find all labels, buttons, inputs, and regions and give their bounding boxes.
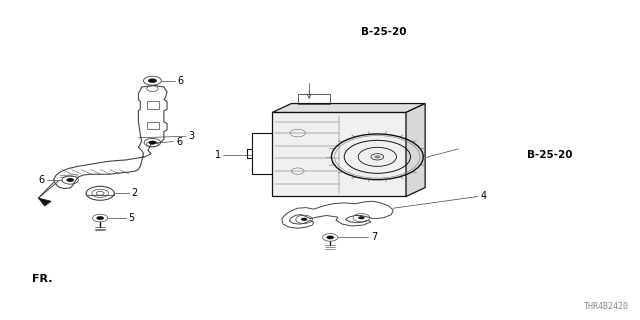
Text: THR4B2420: THR4B2420 — [584, 302, 629, 311]
Text: 6: 6 — [177, 76, 184, 86]
Circle shape — [358, 216, 365, 219]
Text: 6: 6 — [176, 137, 182, 147]
Bar — [278, 182, 298, 187]
Text: 4: 4 — [481, 191, 486, 202]
Polygon shape — [147, 101, 159, 109]
Circle shape — [148, 78, 157, 83]
Text: B-25-20: B-25-20 — [527, 150, 573, 160]
Circle shape — [326, 236, 334, 239]
Circle shape — [374, 155, 381, 158]
Text: 1: 1 — [214, 150, 221, 160]
Text: FR.: FR. — [32, 274, 52, 284]
Text: 5: 5 — [128, 213, 134, 223]
Circle shape — [301, 218, 307, 221]
Text: B-25-20: B-25-20 — [362, 27, 407, 36]
Bar — [272, 112, 406, 196]
Polygon shape — [272, 104, 425, 112]
Circle shape — [97, 216, 104, 220]
Text: 6: 6 — [38, 175, 45, 185]
Polygon shape — [38, 198, 51, 206]
Text: 2: 2 — [131, 188, 138, 198]
Bar — [278, 176, 298, 180]
Polygon shape — [147, 122, 159, 129]
Circle shape — [67, 178, 74, 182]
Circle shape — [148, 141, 156, 144]
Polygon shape — [406, 104, 425, 196]
Text: 3: 3 — [189, 131, 195, 141]
Text: 7: 7 — [371, 232, 377, 243]
